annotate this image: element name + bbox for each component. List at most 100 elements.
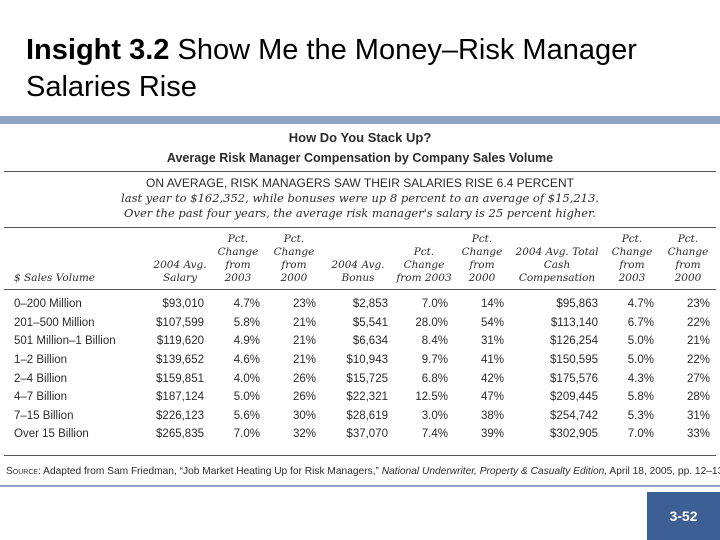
- table-row: 2–4 Billion $159,851 4.0% 26% $15,725 6.8% 42%…: [4, 369, 716, 388]
- sales-volume-cell: Over 15 Billion: [14, 428, 89, 441]
- table-cell: $107,599: [156, 316, 204, 329]
- compensation-table: $ Sales Volume 2004 Avg. Salary Pct. Chang…: [4, 228, 716, 444]
- table-row: 0–200 Million $93,010 4.7% 23% $2,853 7.0% 14%…: [4, 290, 716, 314]
- table-row: Over 15 Billion $265,835 7.0% 32% $37,070 7.4…: [4, 425, 716, 444]
- figure-summary: ON AVERAGE, RISK MANAGERS SAW THEIR SALA…: [4, 176, 716, 221]
- table-cell: 41%: [480, 354, 504, 367]
- figure-heading: How Do You Stack Up?: [288, 130, 432, 145]
- column-header: 2004 Avg. Salary: [150, 228, 210, 290]
- table-cell: 39%: [480, 428, 504, 441]
- table-cell: 6.8%: [421, 372, 448, 385]
- column-header: Pct. Change from 2003: [394, 228, 454, 290]
- table-cell: 7.0%: [421, 298, 448, 311]
- table-cell: $175,576: [550, 372, 598, 385]
- table-cell: 54%: [480, 316, 504, 329]
- table-cell: $209,445: [550, 391, 598, 404]
- table-cell: $139,652: [156, 354, 204, 367]
- table-cell: $37,070: [346, 428, 388, 441]
- table-cell: $302,905: [550, 428, 598, 441]
- table-cell: 3.0%: [421, 409, 448, 422]
- table-cell: 6.7%: [627, 316, 654, 329]
- table-cell: 33%: [686, 428, 710, 441]
- table-cell: 26%: [292, 372, 316, 385]
- table-cell: 7.0%: [627, 428, 654, 441]
- column-header: Pct. Change from 2003: [604, 228, 660, 290]
- table-cell: 5.6%: [233, 409, 260, 422]
- table-cell: $226,123: [156, 409, 204, 422]
- column-header: Pct. Change from 2000: [454, 228, 510, 290]
- figure-rule-bottom: [4, 455, 716, 456]
- table-cell: 21%: [292, 335, 316, 348]
- table-cell: 5.3%: [627, 409, 654, 422]
- source-publication: National Underwriter, Property & Casualt…: [381, 466, 608, 477]
- table-cell: 5.8%: [233, 316, 260, 329]
- summary-line: last year to $162,352, while bonuses wer…: [121, 191, 599, 205]
- table-cell: 4.6%: [233, 354, 260, 367]
- sales-volume-cell: 4–7 Billion: [14, 391, 68, 404]
- table-cell: 14%: [480, 298, 504, 311]
- table-cell: 7.0%: [233, 428, 260, 441]
- table-cell: 26%: [292, 391, 316, 404]
- table-cell: 30%: [292, 409, 316, 422]
- table-cell: 23%: [292, 298, 316, 311]
- table-cell: 21%: [292, 354, 316, 367]
- table-cell: 7.4%: [421, 428, 448, 441]
- table-cell: 4.0%: [233, 372, 260, 385]
- table-cell: $93,010: [162, 298, 204, 311]
- table-cell: 27%: [686, 372, 710, 385]
- table-cell: $150,595: [550, 354, 598, 367]
- table-cell: 28.0%: [415, 316, 448, 329]
- title-bold: Insight 3.2: [26, 34, 170, 66]
- summary-caps: ON AVERAGE, RISK MANAGERS SAW THEIR SALA…: [146, 176, 574, 190]
- table-cell: 31%: [480, 335, 504, 348]
- table-cell: 32%: [292, 428, 316, 441]
- source-label: Source:: [6, 466, 41, 477]
- bottom-divider: [0, 485, 720, 487]
- table-cell: 9.7%: [421, 354, 448, 367]
- table-cell: 4.7%: [627, 298, 654, 311]
- sales-volume-cell: 2–4 Billion: [14, 372, 68, 385]
- figure-rule-top: [4, 171, 716, 172]
- compensation-figure: How Do You Stack Up? Average Risk Manage…: [4, 124, 716, 462]
- table-cell: $254,742: [550, 409, 598, 422]
- table-cell: $5,541: [352, 316, 388, 329]
- table-cell: $22,321: [346, 391, 388, 404]
- source-text: Adapted from Sam Friedman, “Job Market H…: [40, 466, 382, 477]
- table-cell: 8.4%: [421, 335, 448, 348]
- summary-line: Over the past four years, the average ri…: [124, 206, 596, 220]
- table-cell: $95,863: [556, 298, 598, 311]
- table-cell: $187,124: [156, 391, 204, 404]
- table-cell: $119,620: [156, 335, 204, 348]
- column-header: 2004 Avg. Total Cash Compensation: [510, 228, 604, 290]
- table-cell: $15,725: [346, 372, 388, 385]
- table-cell: $126,254: [550, 335, 598, 348]
- table-header-row: $ Sales Volume 2004 Avg. Salary Pct. Chang…: [4, 228, 716, 290]
- table-cell: 22%: [686, 316, 710, 329]
- column-header: Pct. Change from 2000: [660, 228, 716, 290]
- table-row: 4–7 Billion $187,124 5.0% 26% $22,321 12.5% 47…: [4, 388, 716, 407]
- table-row: 1–2 Billion $139,652 4.6% 21% $10,943 9.7% 41%…: [4, 351, 716, 370]
- sales-volume-cell: 7–15 Billion: [14, 409, 74, 422]
- source-note: Source: Adapted from Sam Friedman, “Job …: [6, 466, 720, 477]
- slide-title: Insight 3.2 Show Me the Money–Risk Manag…: [26, 32, 686, 106]
- table-cell: $159,851: [156, 372, 204, 385]
- table-cell: 23%: [686, 298, 710, 311]
- table-cell: 12.5%: [415, 391, 448, 404]
- table-cell: 47%: [480, 391, 504, 404]
- table-cell: 4.3%: [627, 372, 654, 385]
- title-text: Show Me the Money–Risk Manager Salaries …: [26, 34, 637, 103]
- table-cell: 5.0%: [627, 335, 654, 348]
- sales-volume-cell: 0–200 Million: [14, 298, 82, 311]
- table-cell: $113,140: [550, 316, 598, 329]
- table-cell: $2,853: [352, 298, 388, 311]
- table-cell: 5.0%: [627, 354, 654, 367]
- table-cell: 22%: [686, 354, 710, 367]
- table-cell: $10,943: [346, 354, 388, 367]
- sales-volume-cell: 201–500 Million: [14, 316, 95, 329]
- table-cell: 4.7%: [233, 298, 260, 311]
- table-cell: $265,835: [156, 428, 204, 441]
- column-header: 2004 Avg. Bonus: [322, 228, 394, 290]
- table-cell: 5.0%: [233, 391, 260, 404]
- page-number: 3-52: [647, 492, 720, 540]
- table-cell: $28,619: [346, 409, 388, 422]
